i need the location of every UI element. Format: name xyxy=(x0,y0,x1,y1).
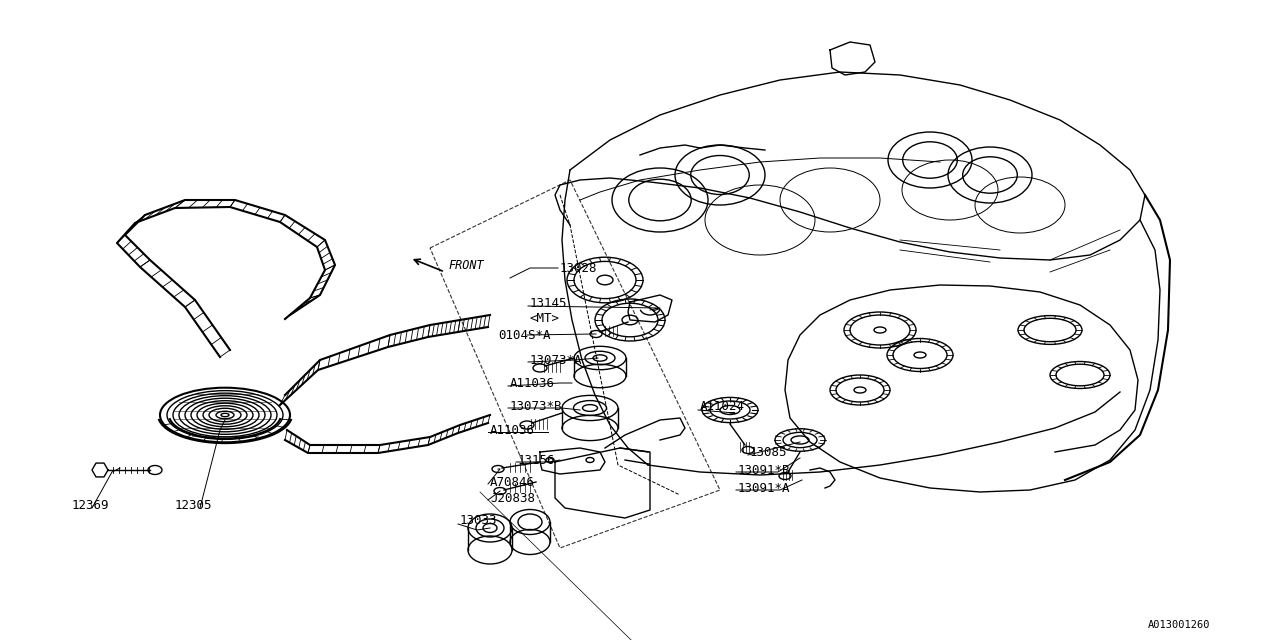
Text: 0104S*A: 0104S*A xyxy=(498,328,550,342)
Text: A11024: A11024 xyxy=(700,399,745,413)
Text: <MT>: <MT> xyxy=(530,312,561,324)
Text: 13156: 13156 xyxy=(518,454,556,467)
Text: J20838: J20838 xyxy=(490,492,535,504)
Text: 13028: 13028 xyxy=(561,262,598,275)
Text: 13033: 13033 xyxy=(460,513,498,527)
Text: 13145: 13145 xyxy=(530,296,567,310)
Text: FRONT: FRONT xyxy=(448,259,484,271)
Text: 13085: 13085 xyxy=(750,445,787,458)
Text: A70846: A70846 xyxy=(490,476,535,488)
Text: 13091*B: 13091*B xyxy=(739,463,791,477)
Text: A11036: A11036 xyxy=(490,424,535,436)
Text: 13073*B: 13073*B xyxy=(509,399,562,413)
Text: 12305: 12305 xyxy=(175,499,212,511)
Text: 13091*A: 13091*A xyxy=(739,481,791,495)
Text: 13073*A: 13073*A xyxy=(530,353,582,367)
Text: A11036: A11036 xyxy=(509,376,556,390)
Text: A013001260: A013001260 xyxy=(1147,620,1210,630)
Text: 12369: 12369 xyxy=(72,499,110,511)
